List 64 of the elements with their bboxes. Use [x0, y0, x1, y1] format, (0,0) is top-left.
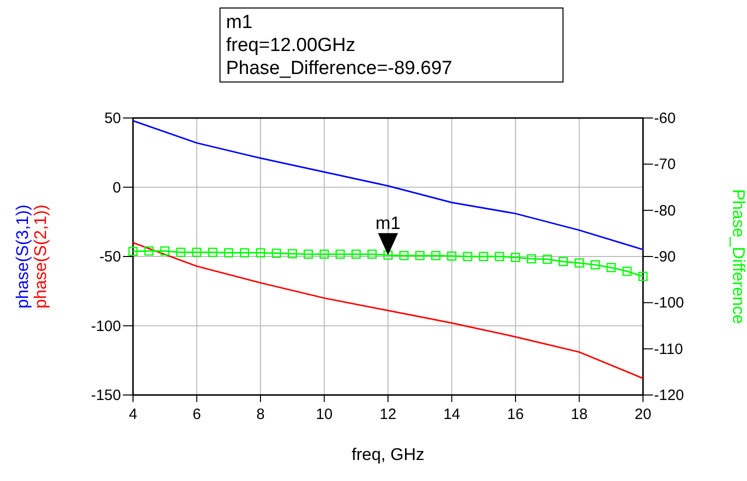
point: [383, 250, 393, 260]
line-series: [132, 242, 644, 380]
x-tick-label: 8: [256, 406, 265, 423]
point: [526, 254, 536, 264]
x-tick-label: 4: [128, 406, 138, 423]
point: [176, 248, 186, 257]
point: [463, 252, 472, 262]
point: [160, 246, 170, 256]
point: [479, 252, 488, 262]
y2-tick-label: -60: [654, 110, 676, 127]
point: [192, 248, 202, 257]
point: [272, 248, 282, 258]
y-tick-label: -50: [99, 248, 121, 266]
x-tick-label: 14: [443, 406, 460, 423]
point: [558, 256, 568, 266]
point: [590, 260, 600, 270]
x-tick-label: 16: [507, 406, 524, 423]
point: [128, 246, 138, 256]
x-axis-title: freq, GHz: [352, 445, 424, 464]
text: phase(S(2,1)): [31, 204, 50, 308]
point: [415, 250, 424, 260]
point: [510, 252, 520, 262]
point: [606, 262, 616, 272]
y2-tick-label: -100: [654, 294, 684, 312]
point: [320, 250, 329, 259]
point: [367, 250, 377, 259]
text: freq=12.00GHz: [226, 35, 356, 56]
text: phase(S(3,1)): [13, 204, 32, 308]
point: [542, 254, 552, 264]
x-tick-label: 10: [316, 406, 333, 423]
point: [304, 250, 313, 259]
y2-tick-label: -70: [654, 156, 676, 174]
y-tick-label: -100: [90, 318, 121, 335]
text: Phase_Difference=-89.697: [226, 58, 452, 79]
text: m1: [226, 12, 252, 33]
point: [240, 248, 250, 258]
y2-tick-label: -90: [654, 248, 676, 266]
point: [431, 250, 440, 260]
annotation: m1: [375, 213, 401, 234]
y2-axis-title: Phase_Difference: [729, 189, 747, 324]
x-tick-label: 6: [192, 406, 201, 423]
point: [288, 249, 297, 258]
point: [144, 246, 154, 256]
point: [574, 258, 584, 268]
x-tick-label: 18: [570, 406, 588, 423]
point: [399, 250, 409, 260]
x-tick-label: 20: [634, 406, 652, 423]
y2-tick-label: -120: [654, 387, 684, 404]
point: [494, 252, 504, 262]
point: [256, 248, 266, 258]
line-series: [132, 120, 644, 250]
y-tick-label: 0: [112, 179, 121, 196]
point: [336, 250, 345, 259]
y-tick-label: -150: [90, 387, 121, 404]
point: [447, 251, 456, 261]
point: [638, 272, 648, 281]
point: [224, 248, 234, 258]
y-tick-label: 50: [104, 110, 121, 127]
x-tick-label: 12: [380, 406, 396, 423]
y2-tick-label: -80: [654, 202, 676, 220]
point: [208, 248, 218, 257]
point: [622, 266, 632, 276]
y2-tick-label: -110: [654, 340, 683, 358]
point: [352, 250, 361, 259]
